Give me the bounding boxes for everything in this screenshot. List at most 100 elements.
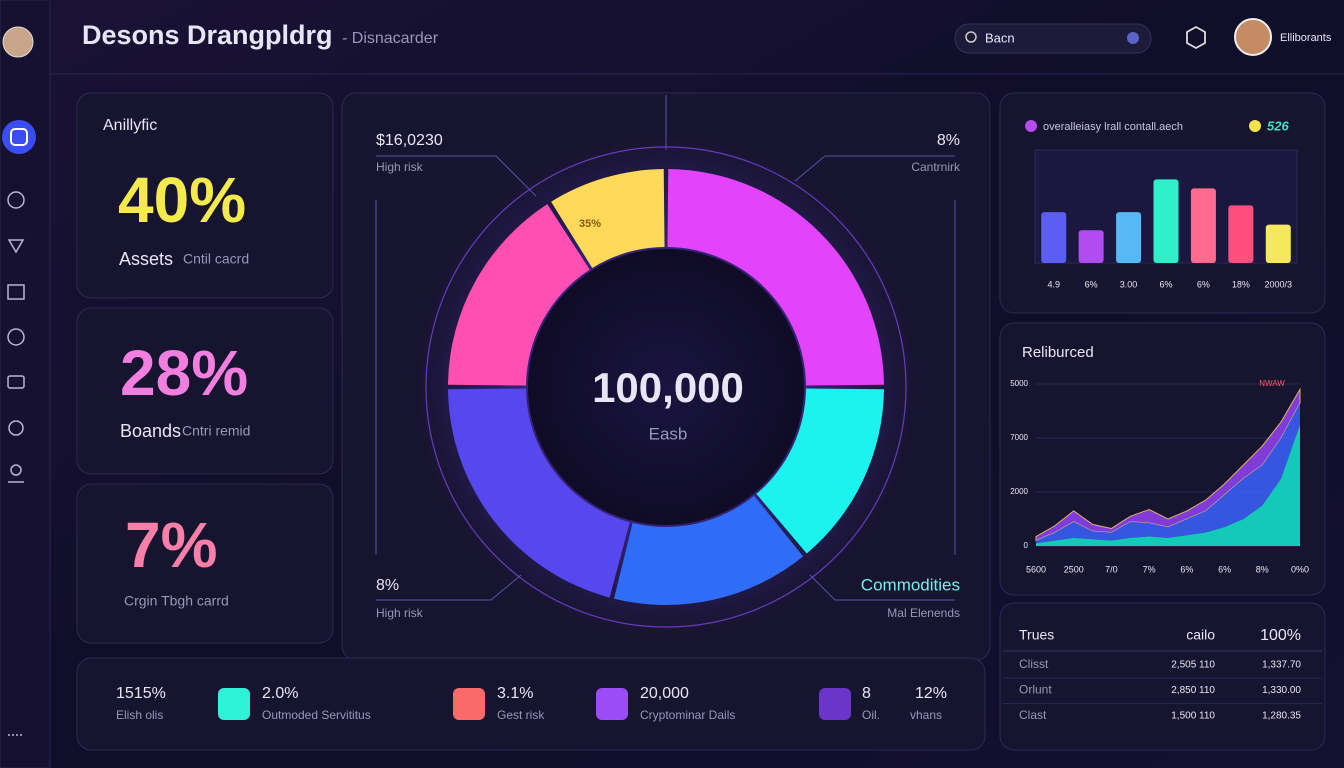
table-cell: Clast — [1019, 708, 1047, 722]
table-card — [999, 602, 1326, 751]
bar — [1265, 224, 1291, 263]
donut-hole — [528, 249, 804, 525]
table-cell: Orlunt — [1019, 683, 1052, 697]
x-tick-label: 8% — [1256, 564, 1269, 574]
summary-swatch — [218, 688, 250, 720]
legend-label: overalleiasy lrall contall.aech — [1043, 121, 1183, 133]
search-box[interactable] — [954, 23, 1152, 54]
summary-label: Elish olis — [116, 708, 163, 722]
summary-swatch — [819, 688, 851, 720]
connector — [376, 155, 537, 197]
x-tick-label: 2000/3 — [1265, 279, 1293, 289]
bar — [1078, 230, 1104, 263]
search-text: Bacn — [985, 30, 1015, 45]
table-header: 100% — [1260, 627, 1301, 644]
nav-icon[interactable] — [7, 191, 25, 209]
corner-value: $16,0230 — [376, 132, 443, 149]
summary-label: vhans — [910, 708, 942, 722]
x-tick-label: 0%0 — [1291, 564, 1309, 574]
stat-label: Boands — [120, 421, 181, 441]
bar — [1041, 212, 1067, 263]
app-title: Desons Drangpldrg — [82, 20, 333, 50]
summary-label: Cryptominar Dails — [640, 708, 735, 722]
y-tick-label: 7000 — [1010, 433, 1028, 442]
summary-value: 8 — [862, 685, 871, 702]
donut-segment — [667, 169, 884, 386]
x-tick-label: 6% — [1180, 564, 1193, 574]
corner-value: 8% — [376, 577, 399, 594]
summary-value: 1515% — [116, 685, 166, 702]
table-cell: Clisst — [1019, 657, 1049, 671]
nav-icon[interactable] — [7, 328, 25, 346]
corner-label: Cantrnirk — [911, 160, 961, 174]
summary-swatch — [596, 688, 628, 720]
user-name: Elliborants — [1280, 32, 1332, 44]
user-avatar[interactable] — [1234, 18, 1272, 56]
donut-center-value: 100,000 — [592, 364, 744, 411]
donut-segment — [551, 169, 665, 269]
avatar[interactable] — [2, 26, 34, 58]
summary-bar — [76, 657, 986, 751]
stat-value: 7% — [125, 509, 218, 581]
corner-label: High risk — [376, 606, 424, 620]
summary-value: 3.1% — [497, 685, 533, 702]
bar — [1153, 179, 1179, 263]
nav-icon[interactable] — [7, 284, 25, 300]
x-tick-label: 18% — [1232, 279, 1250, 289]
nav-icon-active[interactable] — [2, 120, 36, 154]
x-tick-label: 6% — [1218, 564, 1231, 574]
summary-swatch — [453, 688, 485, 720]
donut-segment — [613, 495, 804, 605]
stat-card — [76, 92, 334, 299]
donut-center-label: Easb — [649, 424, 688, 443]
corner-label: Mal Elenends — [887, 606, 960, 620]
corner-value: 8% — [937, 132, 960, 149]
area-title: Reliburced — [1022, 344, 1094, 361]
connector — [376, 574, 522, 601]
summary-value: 12% — [915, 685, 947, 702]
nav-icon[interactable] — [8, 420, 24, 436]
stat-value: 28% — [120, 337, 248, 409]
summary-label: Gest risk — [497, 708, 545, 722]
x-tick-label: 7/0 — [1105, 564, 1118, 574]
connectors — [375, 95, 956, 601]
y-tick-label: 2000 — [1010, 487, 1028, 496]
stat-note: Cntri remid — [182, 423, 250, 439]
summary-label: Oil. — [862, 708, 880, 722]
segment-annotation: 35% — [579, 218, 601, 230]
connector — [794, 155, 955, 182]
legend-dot — [1025, 120, 1037, 132]
x-tick-label: 7% — [1143, 564, 1156, 574]
bar — [1116, 212, 1142, 263]
area-annotation: NWAW — [1259, 379, 1285, 388]
summary-value: 2.0% — [262, 685, 298, 702]
bar — [1190, 188, 1216, 263]
donut-segment — [756, 388, 884, 554]
nav-icon-glyph — [10, 128, 28, 146]
nav-icon[interactable] — [7, 375, 25, 389]
bar — [1228, 205, 1254, 263]
nav-icon[interactable] — [7, 239, 25, 254]
stat-card — [76, 483, 334, 644]
table-cell: 1,337.70 — [1262, 660, 1301, 671]
y-tick-label: 5000 — [1010, 379, 1028, 388]
x-tick-label: 6% — [1197, 279, 1210, 289]
settings-icon[interactable] — [1186, 25, 1206, 50]
table-header: Trues — [1019, 627, 1054, 643]
connector — [809, 574, 955, 601]
corner-value: Commodities — [861, 575, 960, 594]
corner-label: High risk — [376, 160, 424, 174]
search-button[interactable] — [1127, 32, 1139, 44]
stat-value: 40% — [118, 164, 246, 236]
generated: 40% Assets Cntil cacrd 28% Boands Cntri remid… — [116, 118, 1322, 722]
stats-title: Anillyfic — [103, 117, 157, 134]
x-tick-label: 2500 — [1064, 564, 1084, 574]
nav-icon[interactable] — [10, 464, 22, 476]
table-cell: 1,330.00 — [1262, 685, 1301, 696]
stat-label: Assets — [119, 249, 173, 269]
y-tick-label: 0 — [1024, 541, 1029, 550]
x-tick-label: 3.00 — [1120, 279, 1138, 289]
table-cell: 1,280.35 — [1262, 711, 1301, 722]
stat-note: Cntil cacrd — [183, 251, 249, 267]
